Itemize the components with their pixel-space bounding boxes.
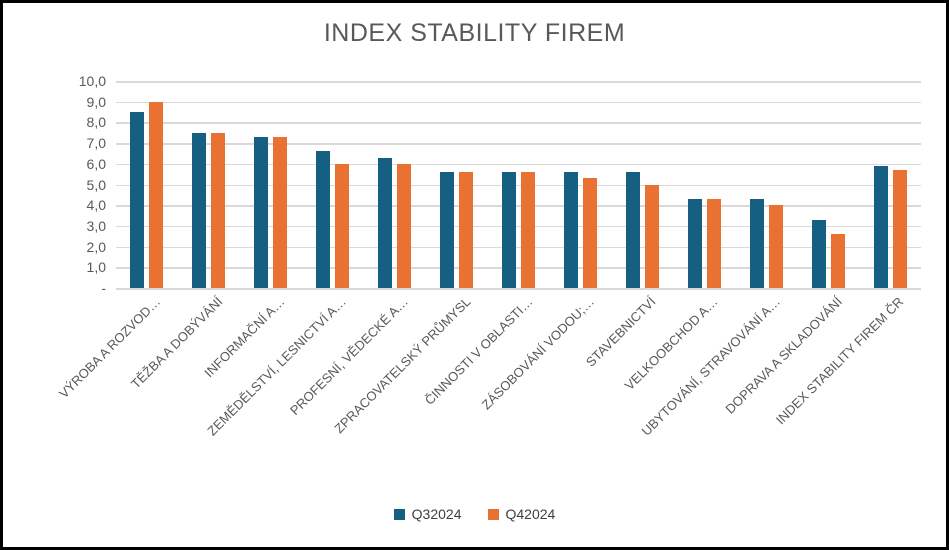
bar-group: [426, 81, 488, 288]
gridline: 1,0: [87, 259, 921, 275]
bar-q42024: [335, 163, 350, 288]
bar-group: [549, 81, 611, 288]
bar-group: [735, 81, 797, 288]
x-axis-category-label: VÝROBA A ROZVOD…: [56, 294, 164, 402]
gridline: 10,0: [79, 73, 921, 89]
plot-area: 10,0 9,0 8,0 7,0 6,0 5,0 4,0 3,0 2,0 1,0 -: [79, 73, 921, 296]
legend-swatch-q42024: [487, 508, 499, 520]
x-axis-category-label: INFORMAČNÍ A…: [201, 294, 288, 381]
bars-layer: [116, 81, 921, 288]
bar-q42024: [211, 132, 226, 288]
legend-label: Q42024: [505, 506, 556, 522]
legend-label: Q32024: [411, 506, 462, 522]
bar-q32024: [316, 151, 331, 288]
gridline: 2,0: [87, 239, 921, 255]
bar-q32024: [192, 132, 207, 288]
legend-item-q42024: Q42024: [487, 506, 556, 522]
y-axis-tick-label: 8,0: [86, 114, 106, 131]
x-axis-labels: VÝROBA A ROZVOD… TĚŽBA A DOBÝVÁNÍ INFORMAČ…: [56, 294, 921, 474]
bar-group: [797, 81, 859, 288]
x-axis-category-label: TĚŽBA A DOBÝVÁNÍ: [128, 294, 226, 392]
x-axis-category-label: ČINNOSTI V OBLASTI…: [421, 294, 536, 408]
legend-swatch-q32024: [393, 508, 405, 520]
y-axis-tick-label: 9,0: [86, 93, 106, 110]
y-axis-tick-label: 7,0: [86, 135, 106, 152]
gridline: 5,0: [87, 177, 921, 193]
x-axis-category-label: PROFESNÍ, VĚDECKÉ A…: [287, 294, 412, 419]
y-axis-tick-label: 1,0: [86, 259, 106, 276]
bar-group: [488, 81, 550, 288]
y-axis-tick-label: 2,0: [86, 238, 106, 255]
gridline: -: [101, 280, 921, 296]
x-axis-category-label: DOPRAVA A SKLADOVÁNÍ: [722, 294, 845, 417]
legend-item-q32024: Q32024: [393, 506, 462, 522]
gridline: 4,0: [87, 197, 921, 213]
x-axis-category-label: ZEMĚDĚLSTVÍ, LESNICTVÍ A…: [204, 294, 350, 439]
bar-q32024: [378, 157, 393, 288]
bar-q32024: [254, 136, 269, 288]
x-axis-category-label: ZÁSOBOVÁNÍ VODOU;…: [478, 294, 598, 413]
gridline: 6,0: [87, 156, 921, 172]
bar-q32024: [625, 172, 640, 288]
bar-q32024: [130, 112, 145, 288]
x-axis-category-label: UBYTOVÁNÍ, STRAVOVÁNÍ A…: [638, 294, 783, 439]
x-axis-category-label: STAVEBNICTVÍ: [583, 294, 659, 370]
bar-q32024: [687, 199, 702, 288]
bar-group: [859, 81, 921, 288]
bar-q42024: [830, 234, 845, 288]
bar-group: [178, 81, 240, 288]
x-axis-category-label: INDEX STABILITY FIREM ČR: [773, 294, 907, 428]
bar-q42024: [520, 172, 535, 288]
bar-q42024: [582, 178, 597, 288]
bar-q42024: [768, 205, 783, 288]
bar-q32024: [811, 219, 826, 288]
bar-q42024: [892, 170, 907, 288]
bar-q42024: [149, 101, 164, 288]
bar-q32024: [440, 172, 455, 288]
bar-group: [240, 81, 302, 288]
legend: Q32024 Q42024: [3, 506, 946, 522]
y-axis-tick-label: 6,0: [86, 155, 106, 172]
y-axis-tick-label: -: [101, 280, 106, 296]
y-axis-tick-label: 3,0: [86, 217, 106, 234]
bar-q32024: [501, 172, 516, 288]
chart-title: INDEX STABILITY FIREM: [323, 19, 626, 47]
bar-q32024: [749, 199, 764, 288]
y-axis-tick-label: 5,0: [86, 176, 106, 193]
bar-q32024: [873, 165, 888, 288]
x-axis-category-label: VELKOOBCHOD A…: [621, 294, 721, 393]
bar-q42024: [397, 163, 412, 288]
gridline: 3,0: [87, 218, 921, 234]
bar-group: [611, 81, 673, 288]
y-axis-tick-label: 10,0: [78, 73, 106, 89]
bar-group: [364, 81, 426, 288]
gridline: 8,0: [87, 114, 921, 130]
bar-q42024: [273, 136, 288, 288]
bar-group: [302, 81, 364, 288]
bar-group: [116, 81, 178, 288]
bar-q42024: [644, 184, 659, 288]
bar-group: [673, 81, 735, 288]
bar-q42024: [459, 172, 474, 288]
gridline: 9,0: [87, 94, 921, 110]
x-axis-category-label: ZPRACOVATELSKÝ PRŮMYSL: [331, 294, 474, 437]
bar-q32024: [563, 172, 578, 288]
gridline: 7,0: [87, 135, 921, 151]
bar-q42024: [706, 199, 721, 288]
y-axis-tick-label: 4,0: [86, 197, 106, 214]
